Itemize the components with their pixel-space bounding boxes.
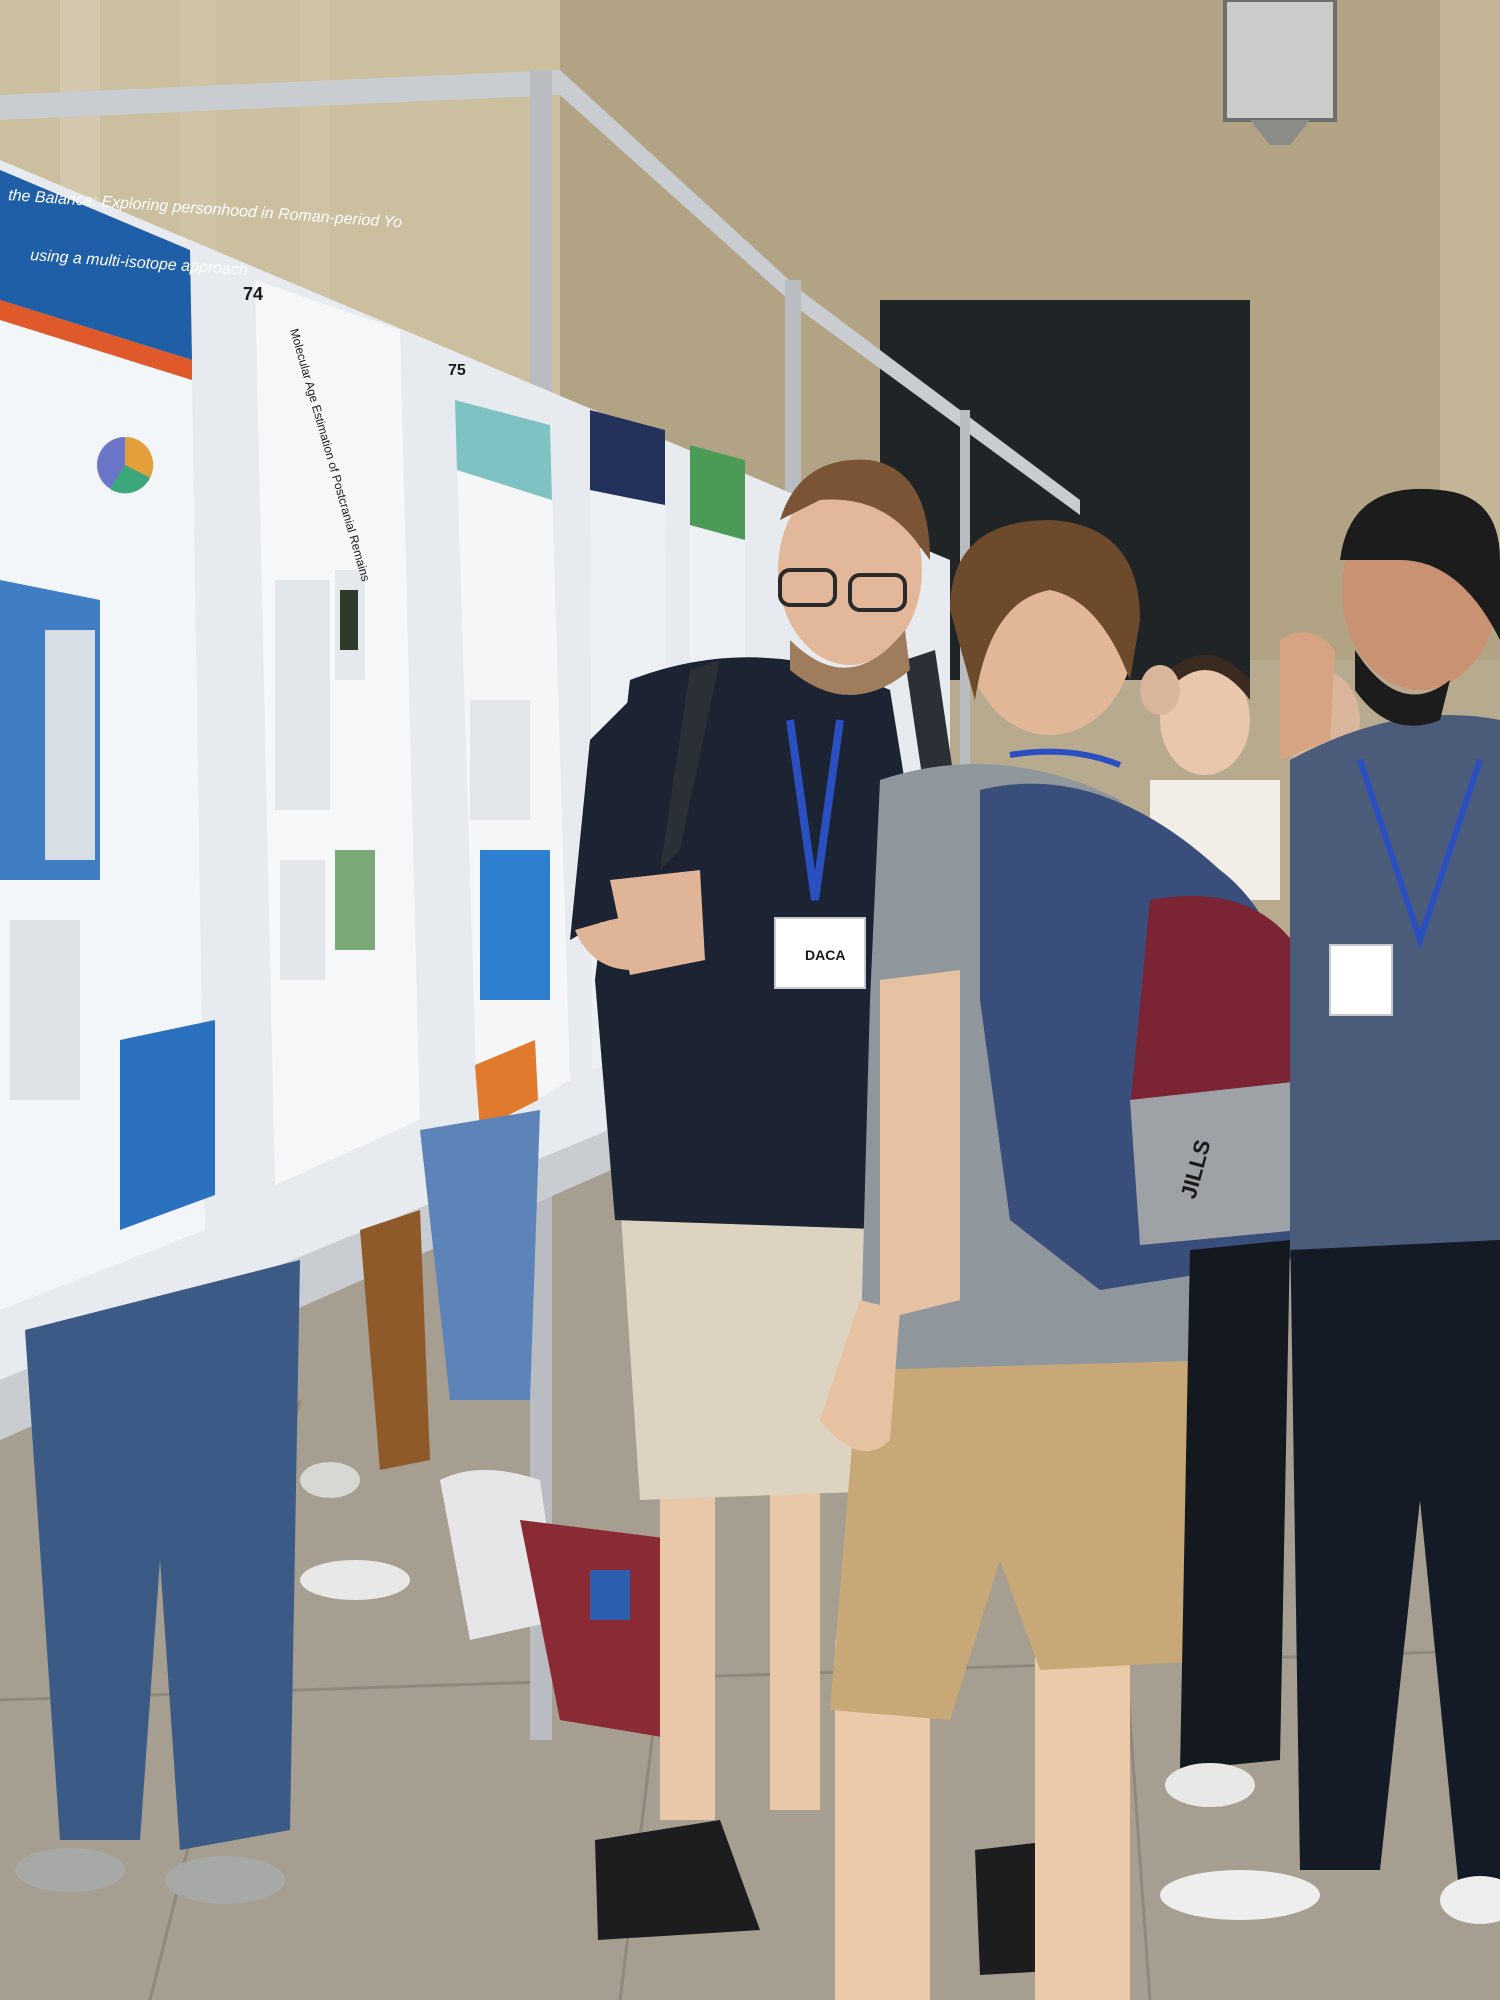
person-left-legs (15, 1110, 540, 1904)
person-right-edge (1160, 488, 1500, 1924)
poster-third: 75 (448, 362, 570, 1135)
poster-left: the Balance: Exploring personhood in Rom… (0, 170, 403, 1310)
poster-distant-2 (690, 445, 745, 670)
student-with-backpack: JILLS (820, 520, 1320, 2000)
poster-third-number: 75 (448, 362, 466, 379)
poster-middle-number: 74 (243, 284, 263, 304)
poster-middle: 74 Molecular Age Estimation of Postcrani… (243, 280, 420, 1185)
presenter-badge (774, 917, 866, 989)
hanging-lantern (1223, 0, 1337, 145)
presenter-badge-name: DACA (805, 947, 845, 963)
bag-on-floor (440, 1470, 680, 1740)
